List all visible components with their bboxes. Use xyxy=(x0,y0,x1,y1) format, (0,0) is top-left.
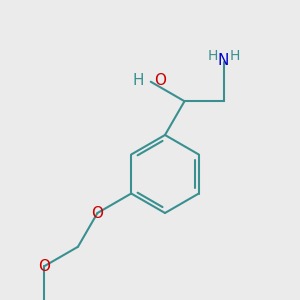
Text: H: H xyxy=(207,49,218,63)
Text: O: O xyxy=(92,206,104,220)
Text: O: O xyxy=(38,259,50,274)
Text: N: N xyxy=(218,53,229,68)
Text: H: H xyxy=(230,49,240,63)
Text: H: H xyxy=(133,73,144,88)
Text: O: O xyxy=(154,73,166,88)
